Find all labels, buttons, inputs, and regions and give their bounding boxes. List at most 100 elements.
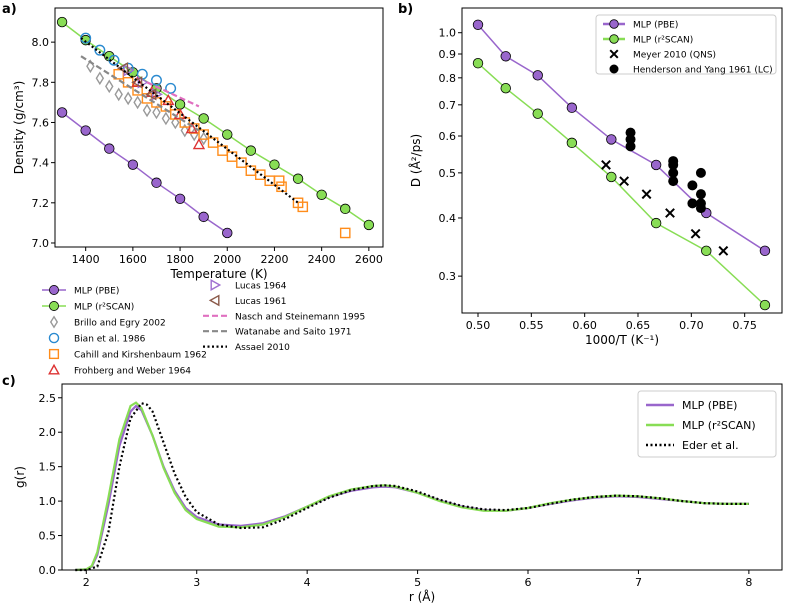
x-tick-label: 1400 (72, 253, 100, 266)
legend-marker-lucas1961 (208, 294, 220, 307)
legend-marker-lucas1964 (210, 279, 222, 291)
legend-label-pbe: MLP (PBE) (682, 399, 737, 412)
point-meyer-2 (641, 189, 652, 200)
point-meyer-1 (619, 176, 630, 187)
legend-marker-henderson (609, 64, 619, 74)
legend-marker-meyer (609, 49, 619, 59)
point-brillo-10 (180, 123, 190, 138)
y-tick-label: 1.0 (39, 495, 57, 508)
x-tick-label: 2 (83, 576, 90, 589)
y-axis-label: g(r) (13, 466, 27, 488)
legend-label-assael: Eder et al. (682, 439, 739, 452)
point-r2scan-5 (174, 99, 186, 110)
point-pbe-4 (606, 134, 617, 145)
y-tick-label: 0.6 (439, 130, 457, 143)
x-tick-label: 2200 (260, 253, 288, 266)
point-r2scan-2 (532, 108, 543, 119)
point-bian-0 (80, 32, 92, 44)
legend-label-meyer: Meyer 2010 (QNS) (633, 51, 716, 61)
x-axis-label: Temperature (K) (169, 267, 267, 281)
point-cahill-15 (254, 169, 266, 180)
point-pbe-5 (650, 159, 662, 171)
y-tick-label: 7.2 (32, 197, 50, 210)
point-pbe-1 (500, 51, 511, 62)
legend-box (637, 390, 777, 458)
y-tick-label: 8.0 (32, 36, 50, 49)
x-tick-label: 4 (304, 576, 311, 589)
y-axis-label: Density (g/cm³) (12, 81, 26, 175)
point-r2scan-12 (340, 203, 351, 215)
legend-label-brillo: Brillo and Egry 2002 (74, 319, 166, 329)
legend-marker-brillo (49, 315, 59, 329)
point-meyer-3 (665, 208, 675, 218)
y-axis-label: D (Å²/ps) (408, 134, 423, 187)
y-tick-label: 0.8 (439, 72, 457, 85)
legend-label-bian: Bian et al. 1986 (74, 335, 146, 345)
x-tick-label: 3 (193, 576, 200, 589)
x-tick-label: 0.55 (519, 319, 544, 332)
point-brillo-6 (142, 103, 152, 118)
point-r2scan-8 (245, 145, 257, 156)
legend-label-cahill: Cahill and Kirshenbaum 1962 (74, 351, 207, 361)
y-tick-label: 7.8 (32, 76, 50, 89)
legend-label-pbe: MLP (PBE) (74, 287, 119, 297)
point-cahill-0 (113, 68, 125, 80)
point-pbe-0 (56, 107, 68, 118)
point-bian-5 (150, 74, 162, 86)
legend-marker-r2scan (49, 301, 59, 311)
y-tick-label: 1.0 (439, 27, 457, 40)
point-r2scan-9 (269, 159, 280, 170)
panel-a-legend: MLP (PBE) MLP (r²SCAN) Brillo and Egry 200… (42, 279, 365, 377)
series-line-nasch (146, 81, 200, 108)
y-tick-label: 0.5 (39, 530, 57, 543)
y-tick-label: 0.7 (439, 99, 457, 112)
point-cahill-10 (207, 137, 219, 148)
x-tick-label: 8 (745, 576, 752, 589)
x-tick-label: 1600 (119, 253, 147, 266)
x-tick-label: 2600 (355, 253, 383, 266)
x-tick-label: 2000 (213, 253, 241, 266)
x-tick-label: 0.50 (466, 319, 491, 332)
x-tick-label: 0.70 (679, 319, 704, 332)
point-brillo-3 (114, 87, 123, 102)
point-r2scan-0 (56, 16, 68, 28)
point-r2scan-6 (198, 113, 209, 124)
axes-frame (61, 383, 783, 571)
point-r2scan-5 (650, 217, 662, 229)
y-tick-label: 0.9 (439, 48, 457, 61)
legend-label-pbe: MLP (PBE) (633, 21, 678, 31)
point-cahill-20 (297, 201, 309, 213)
point-cahill-13 (236, 157, 247, 168)
x-tick-label: 0.65 (626, 319, 651, 332)
point-henderson-5 (668, 167, 679, 178)
point-brillo-4 (123, 91, 133, 106)
point-bian-2 (108, 54, 120, 66)
point-henderson-4 (668, 159, 679, 170)
legend-label-r2scan: MLP (r²SCAN) (633, 36, 693, 46)
y-tick-label: 7.4 (32, 157, 50, 170)
point-frohberg-4 (185, 122, 199, 134)
y-tick-label: 7.6 (32, 116, 50, 129)
point-henderson-1 (625, 134, 636, 145)
legend-label-watanabe: Watanabe and Saito 1971 (235, 328, 352, 338)
point-meyer-0 (601, 160, 611, 170)
legend-label-assael: Assael 2010 (235, 343, 290, 353)
legend-label-nasch: Nasch and Steinemann 1995 (235, 312, 365, 322)
y-tick-label: 2.0 (39, 426, 57, 439)
panel-a-density: 1400 1600 1800 2000 2200 2400 2600 7.0 7.2 7.4 7.6… (12, 7, 384, 281)
point-pbe-7 (759, 245, 771, 257)
point-r2scan-6 (701, 245, 712, 257)
point-cahill-16 (264, 175, 276, 187)
point-brillo-5 (133, 95, 142, 110)
x-tick-label: 2400 (308, 253, 336, 266)
series-line-assael (80, 37, 299, 204)
legend-marker-pbe (49, 285, 59, 295)
point-pbe-0 (472, 19, 484, 30)
legend-label-henderson: Henderson and Yang 1961 (LC) (633, 66, 773, 76)
series-line-assael (75, 402, 749, 572)
point-r2scan-10 (292, 173, 304, 184)
point-henderson-6 (668, 176, 679, 187)
point-henderson-8 (687, 198, 698, 209)
panel-label-c: c) (2, 374, 16, 389)
